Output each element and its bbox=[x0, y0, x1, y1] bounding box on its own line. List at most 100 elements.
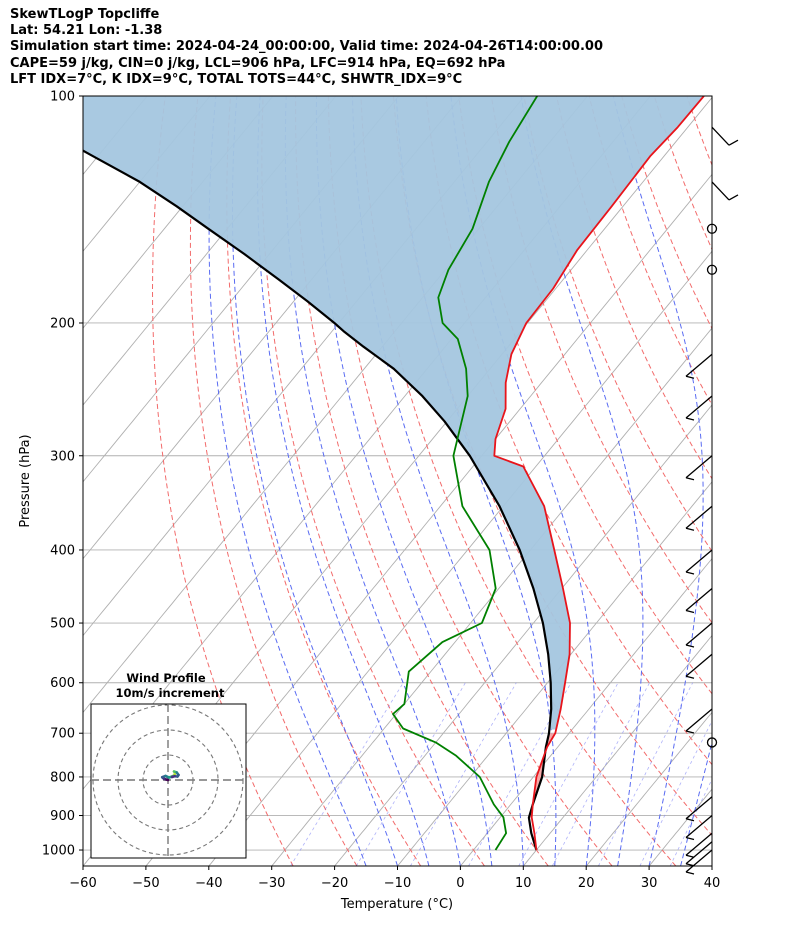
cape-shading bbox=[83, 96, 704, 730]
dry-adiabat bbox=[261, 96, 485, 866]
isotherm-line bbox=[83, 96, 651, 790]
wind-barb-flag bbox=[685, 571, 695, 575]
moist-adiabat bbox=[352, 96, 524, 866]
dry-adiabat bbox=[752, 96, 794, 866]
isotherm-line bbox=[711, 865, 712, 866]
wind-barb-flag bbox=[685, 863, 695, 867]
wind-barb-flag bbox=[685, 375, 695, 379]
dewpoint-profile-line bbox=[392, 96, 538, 851]
wind-calm-marker bbox=[706, 264, 718, 275]
wind-barb bbox=[711, 181, 730, 201]
wind-barb-flag bbox=[685, 836, 695, 841]
moist-adiabat bbox=[612, 96, 704, 866]
wind-calm-marker bbox=[706, 223, 718, 234]
x-tick-label: 20 bbox=[578, 876, 595, 891]
indices-line-1: CAPE=59 j/kg, CIN=0 j/kg, LCL=906 hPa, L… bbox=[10, 55, 506, 71]
y-axis-label: Pressure (hPa) bbox=[18, 434, 33, 527]
isotherm-line bbox=[83, 96, 400, 483]
dry-adiabat bbox=[360, 96, 677, 866]
wind-barb bbox=[685, 796, 713, 820]
isotherm-line bbox=[83, 96, 85, 99]
wind-barb bbox=[685, 622, 713, 646]
mixing-ratio-line bbox=[290, 682, 404, 866]
wind-barb bbox=[711, 126, 730, 146]
mixing-ratio-line bbox=[355, 682, 466, 866]
y-tick-label: 200 bbox=[50, 316, 75, 331]
moist-adiabat bbox=[257, 96, 430, 866]
y-tick-label: 100 bbox=[50, 90, 75, 105]
isotherm-line bbox=[83, 96, 525, 637]
wind-barb-flag bbox=[685, 609, 695, 614]
wind-barb bbox=[685, 353, 713, 377]
mixing-ratio-line bbox=[410, 682, 517, 866]
x-tick-label: −40 bbox=[195, 876, 222, 891]
wind-barb bbox=[685, 849, 713, 873]
wind-barb bbox=[685, 395, 713, 419]
moist-adiabat bbox=[315, 96, 493, 866]
wind-barb-flag bbox=[685, 417, 695, 421]
dry-adiabat bbox=[151, 96, 294, 866]
wind-barb bbox=[685, 588, 713, 612]
wind-barb-flag bbox=[685, 527, 695, 531]
wind-barb bbox=[685, 708, 713, 732]
y-tick-label: 600 bbox=[50, 676, 75, 691]
mixing-ratio-line bbox=[598, 682, 694, 866]
wind-calm-marker bbox=[706, 737, 718, 748]
wind-barb-flag bbox=[685, 675, 695, 679]
wind-barb-flag bbox=[685, 477, 695, 481]
isotherm-line bbox=[775, 96, 794, 866]
y-tick-label: 1000 bbox=[42, 844, 75, 859]
hodograph-title: Wind Profile bbox=[126, 671, 206, 685]
x-tick-label: −30 bbox=[258, 876, 285, 891]
wind-barb-flag bbox=[728, 139, 739, 146]
mixing-ratio-line bbox=[518, 682, 619, 866]
wind-barb bbox=[685, 815, 713, 839]
wind-barb-flag bbox=[685, 818, 695, 822]
isotherm-line bbox=[460, 557, 712, 866]
x-axis-label: Temperature (°C) bbox=[340, 897, 453, 912]
hodograph-trace-segment bbox=[170, 774, 176, 779]
dry-adiabat bbox=[327, 96, 613, 866]
isotherm-line bbox=[83, 96, 463, 560]
dry-adiabat bbox=[295, 96, 549, 866]
location-line: Lat: 54.21 Lon: -1.38 bbox=[10, 23, 163, 39]
moist-adiabat bbox=[284, 96, 461, 866]
y-tick-label: 500 bbox=[50, 617, 75, 632]
wind-barb-flag bbox=[728, 194, 739, 201]
dry-adiabat bbox=[490, 96, 712, 624]
y-tick-label: 800 bbox=[50, 770, 75, 785]
y-tick-label: 400 bbox=[50, 543, 75, 558]
y-tick-label: 300 bbox=[50, 449, 75, 464]
mixing-ratio-line bbox=[551, 682, 650, 866]
wind-barb bbox=[685, 832, 713, 856]
indices-line-2: LFT IDX=7°C, K IDX=9°C, TOTAL TOTS=44°C,… bbox=[10, 71, 463, 87]
wind-barb bbox=[685, 841, 713, 865]
x-tick-label: 10 bbox=[515, 876, 532, 891]
isotherm-line bbox=[522, 634, 712, 866]
wind-barb bbox=[685, 455, 713, 479]
dry-adiabat bbox=[556, 96, 712, 480]
wind-barb bbox=[685, 549, 713, 573]
x-tick-label: 40 bbox=[704, 876, 721, 891]
y-tick-label: 900 bbox=[50, 809, 75, 824]
x-tick-label: −50 bbox=[132, 876, 159, 891]
moist-adiabat bbox=[232, 96, 398, 866]
x-tick-label: 0 bbox=[456, 876, 464, 891]
x-tick-label: 30 bbox=[641, 876, 658, 891]
x-tick-label: −60 bbox=[69, 876, 96, 891]
temperature-profile-line bbox=[493, 96, 705, 851]
hodograph-subtitle: 10m/s increment bbox=[116, 686, 225, 700]
wind-barb-flag bbox=[685, 854, 695, 858]
mixing-ratio-line bbox=[468, 682, 572, 866]
wind-barb bbox=[685, 653, 713, 677]
time-line: Simulation start time: 2024-04-24_00:00:… bbox=[10, 39, 603, 55]
dry-adiabat bbox=[189, 96, 358, 866]
isotherm-line bbox=[585, 711, 712, 866]
parcel-profile-line bbox=[83, 149, 553, 851]
mixing-ratio-line bbox=[669, 778, 712, 866]
dry-adiabat bbox=[785, 96, 794, 866]
isotherm-line bbox=[271, 327, 712, 866]
dry-adiabat bbox=[393, 96, 712, 837]
chart-title: SkewTLogP Topcliffe bbox=[10, 7, 160, 22]
